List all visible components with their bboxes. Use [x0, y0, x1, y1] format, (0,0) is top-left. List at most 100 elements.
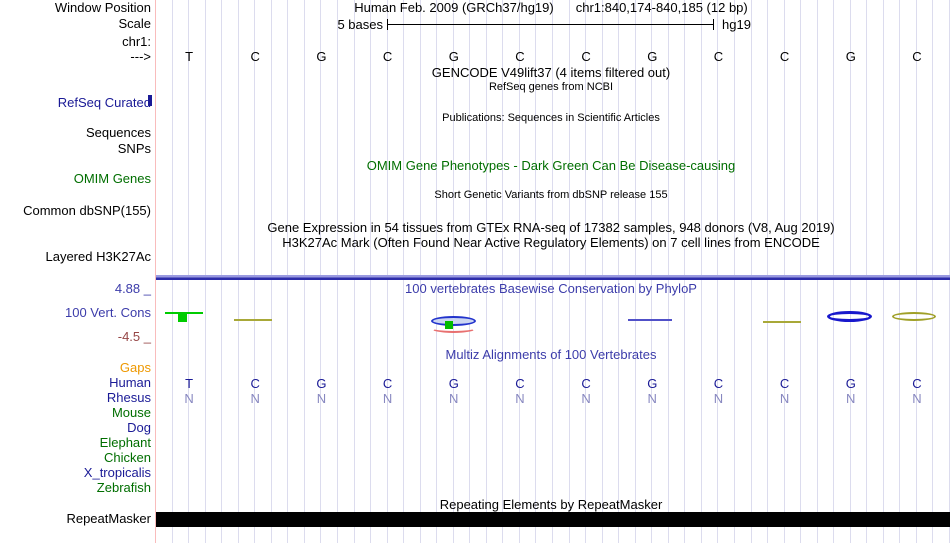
grid-line: [750, 0, 752, 543]
grid-line: [800, 0, 802, 543]
track-label-layered-h3k27ac[interactable]: Layered H3K27Ac: [45, 249, 151, 264]
grid-line: [866, 0, 868, 543]
reference-base: C: [779, 49, 790, 64]
reference-base: G: [647, 49, 658, 64]
assembly-tag: hg19: [722, 17, 751, 32]
grid-line: [535, 0, 537, 543]
conservation-mark-ellipse: [827, 311, 872, 322]
species-label-dog[interactable]: Dog: [127, 420, 151, 435]
human-base: C: [515, 376, 525, 391]
rhesus-base: N: [581, 391, 591, 406]
track-title-refseq[interactable]: RefSeq genes from NCBI: [488, 81, 614, 93]
refseq-gene-item[interactable]: [148, 95, 152, 106]
human-base: C: [779, 376, 790, 391]
reference-base: C: [250, 49, 260, 64]
grid-line: [733, 0, 735, 543]
track-title-multiz[interactable]: Multiz Alignments of 100 Vertebrates: [445, 347, 657, 362]
grid-line: [932, 0, 934, 543]
reference-base: C: [382, 49, 393, 64]
conservation-min-value: -4.5 _: [117, 329, 151, 344]
scale-bar: [387, 19, 714, 30]
species-label-mouse[interactable]: Mouse: [111, 405, 151, 420]
grid-line: [469, 0, 471, 543]
rhesus-base: N: [250, 391, 260, 406]
chromosome-label: chr1:: [122, 34, 151, 49]
assembly-title: Human Feb. 2009 (GRCh37/hg19): [354, 0, 554, 15]
track-title-publications[interactable]: Publications: Sequences in Scientific Ar…: [442, 112, 660, 124]
reference-base: G: [845, 49, 856, 64]
track-title-omim[interactable]: OMIM Gene Phenotypes - Dark Green Can Be…: [366, 158, 736, 173]
grid-line: [270, 0, 272, 543]
reference-base: T: [185, 49, 194, 64]
grid-line: [915, 0, 917, 543]
species-label-zebrafish[interactable]: Zebrafish: [96, 480, 151, 495]
grid-line: [585, 0, 587, 543]
human-base: C: [713, 376, 724, 391]
grid-line: [336, 0, 338, 543]
track-title-h3k27ac[interactable]: H3K27Ac Mark (Often Found Near Active Re…: [282, 235, 820, 250]
rhesus-base: N: [515, 391, 525, 406]
track-title-repeatmasker[interactable]: Repeating Elements by RepeatMasker: [439, 497, 663, 512]
grid-line: [833, 0, 835, 543]
conservation-mark-ellipse: [892, 312, 936, 321]
repeatmasker-element-bar[interactable]: [156, 512, 950, 527]
species-label-elephant[interactable]: Elephant: [99, 435, 151, 450]
track-separator-line: [156, 275, 950, 280]
reference-base: G: [316, 49, 327, 64]
track-label-common-dbsnp[interactable]: Common dbSNP(155): [23, 203, 151, 218]
conservation-mark-line: [628, 319, 672, 321]
reference-base: C: [912, 49, 922, 64]
track-left-edge-line: [155, 0, 156, 543]
reference-base: C: [515, 49, 525, 64]
grid-line: [419, 0, 421, 543]
conservation-mark-box: [178, 312, 187, 322]
rhesus-base: N: [647, 391, 657, 406]
window-position-title: Human Feb. 2009 (GRCh37/hg19) chr1:840,1…: [156, 1, 946, 15]
track-label-sequences[interactable]: Sequences: [85, 125, 151, 140]
rhesus-base: N: [846, 391, 856, 406]
grid-line: [684, 0, 686, 543]
track-title-conservation[interactable]: 100 vertebrates Basewise Conservation by…: [405, 281, 697, 296]
grid-line: [552, 0, 553, 543]
species-label-gaps[interactable]: Gaps: [119, 360, 151, 375]
grid-line: [485, 0, 487, 543]
grid-line: [353, 0, 355, 543]
scale-value: 5 bases: [337, 17, 383, 32]
track-title-dbsnp[interactable]: Short Genetic Variants from dbSNP releas…: [434, 189, 668, 201]
grid-line: [783, 0, 785, 543]
rhesus-base: N: [449, 391, 459, 406]
species-label-chicken[interactable]: Chicken: [104, 450, 151, 465]
window-position-label: Window Position: [54, 0, 151, 15]
grid-line: [849, 0, 851, 543]
species-label-x_tropicalis[interactable]: X_tropicalis: [83, 465, 151, 480]
track-label-repeatmasker[interactable]: RepeatMasker: [66, 511, 151, 526]
human-base: C: [912, 376, 922, 391]
grid-line: [700, 0, 702, 543]
reference-base: C: [581, 49, 591, 64]
track-title-gencode[interactable]: GENCODE V49lift37 (4 items filtered out): [431, 65, 671, 80]
track-label-omim-genes[interactable]: OMIM Genes: [73, 171, 151, 186]
species-label-human[interactable]: Human: [109, 375, 151, 390]
grid-line: [667, 0, 669, 543]
track-label-refseq-curated[interactable]: RefSeq Curated: [57, 95, 151, 110]
grid-line: [502, 0, 504, 543]
grid-line: [601, 0, 603, 543]
rhesus-base: N: [779, 391, 790, 406]
grid-line: [618, 0, 620, 543]
track-label-snps[interactable]: SNPs: [117, 141, 151, 156]
species-label-rhesus[interactable]: Rhesus: [106, 390, 151, 405]
track-label-conservation[interactable]: 100 Vert. Cons: [65, 305, 151, 320]
scale-bar-line: [388, 24, 713, 25]
human-base: C: [581, 376, 591, 391]
human-base: C: [250, 376, 260, 391]
grid-line: [403, 0, 405, 543]
grid-line: [899, 0, 901, 543]
grid-line: [370, 0, 372, 543]
rhesus-base: N: [382, 391, 393, 406]
rhesus-base: N: [713, 391, 724, 406]
track-title-gtex[interactable]: Gene Expression in 54 tissues from GTEx …: [267, 220, 835, 235]
grid-line: [320, 0, 322, 543]
conservation-mark-line: [763, 321, 801, 323]
grid-line: [816, 0, 818, 543]
